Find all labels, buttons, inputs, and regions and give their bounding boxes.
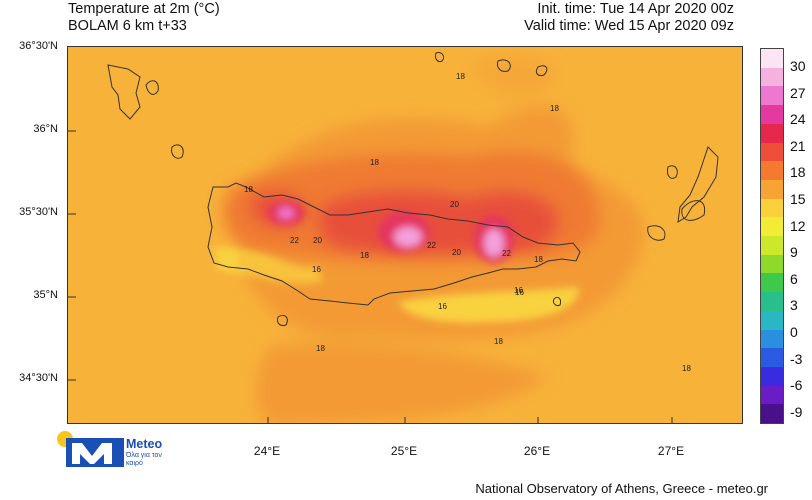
colorbar-segment — [761, 123, 783, 143]
contour-label: 20 — [452, 248, 461, 257]
colorbar-label: 3 — [790, 297, 798, 314]
island-astypalea — [535, 65, 548, 76]
lon-label-24: 24°E — [253, 444, 281, 458]
contour-label: 20 — [313, 236, 322, 245]
hot-core-west — [278, 207, 294, 219]
island-milos — [107, 64, 141, 120]
crete-outline — [207, 182, 581, 306]
colorbar-label: 9 — [790, 244, 798, 261]
warm-zone-south — [256, 343, 548, 423]
colorbar-label: 6 — [790, 270, 798, 287]
island-karpathos-north — [647, 225, 666, 241]
colorbar-label: 30 — [790, 58, 806, 74]
colorbar-segment — [761, 366, 783, 387]
colorbar-segment — [761, 329, 783, 349]
lat-label-36: 36°N — [33, 123, 58, 135]
colorbar-segment — [761, 198, 783, 218]
contour-label: 18 — [494, 337, 503, 346]
colorbar-label: -9 — [790, 403, 803, 420]
title-model: BOLAM 6 km t+33 — [68, 18, 187, 34]
colorbar-label: 24 — [790, 111, 806, 128]
colorbar-label: -3 — [790, 350, 803, 367]
colorbar-label: 18 — [790, 164, 806, 181]
contour-label: 18 — [244, 185, 253, 194]
init-time: Init. time: Tue 14 Apr 2020 00z — [537, 1, 734, 17]
contour-label: 18 — [550, 104, 559, 113]
colorbar-segment — [761, 49, 783, 69]
island-tilos — [667, 165, 678, 179]
island-small-2 — [171, 144, 184, 159]
colorbar-segment — [761, 404, 783, 424]
island-koufonisi — [553, 296, 561, 306]
island-anafi — [497, 59, 511, 72]
title-variable: Temperature at 2m (°C) — [68, 1, 220, 17]
valid-time: Valid time: Wed 15 Apr 2020 09z — [524, 18, 734, 34]
contour-label: 18 — [360, 251, 369, 260]
colorbar-segment — [761, 385, 783, 405]
contour-label: 22 — [290, 236, 299, 245]
contour-label: 22 — [502, 249, 511, 258]
colorbar-segment — [761, 217, 783, 237]
lat-label-34-30: 34°30'N — [19, 372, 58, 384]
logo-brand: Meteo — [126, 437, 163, 451]
hot-core-east — [484, 229, 504, 257]
warm-zone-north — [468, 53, 558, 99]
island-karpathos — [681, 200, 706, 221]
temperature-colorbar — [760, 48, 784, 424]
contour-label: 20 — [450, 200, 459, 209]
map-title: Temperature at 2m (°C) BOLAM 6 km t+33 — [68, 1, 220, 35]
contour-label: 16 — [312, 265, 321, 274]
lon-label-27: 27°E — [657, 444, 685, 458]
contour-label: 18 — [534, 255, 543, 264]
contour-labels: 18 18 18 18 18 20 22 20 18 22 20 22 16 1… — [244, 72, 691, 373]
colorbar-segment — [761, 161, 783, 181]
colorbar-label: 21 — [790, 137, 806, 154]
contour-label: 18 — [682, 364, 691, 373]
temperature-map: 18 18 18 18 18 20 22 20 18 22 20 22 16 1… — [67, 46, 743, 424]
colorbar-segment — [761, 348, 783, 368]
contour-label: 22 — [427, 241, 436, 250]
colorbar-label: -6 — [790, 377, 803, 394]
contour-label: 16 — [514, 286, 523, 295]
island-santorini — [435, 52, 445, 62]
colorbar-segment — [761, 292, 783, 312]
warm-band-22 — [317, 190, 559, 256]
colorbar-label: 0 — [790, 324, 798, 340]
cool-strip-south — [398, 287, 579, 323]
lat-label-36-30: 36°30'N — [19, 40, 58, 52]
lon-label-25: 25°E — [390, 444, 418, 458]
colorbar-segment — [761, 105, 783, 125]
contour-label: 16 — [438, 302, 447, 311]
colorbar-segment — [761, 179, 783, 200]
cool-strip-west-2 — [238, 252, 323, 284]
credit-text: National Observatory of Athens, Greece -… — [475, 481, 768, 496]
lon-label-26: 26°E — [523, 444, 551, 458]
tick-marks — [68, 130, 673, 423]
colorbar-label: 12 — [790, 217, 806, 234]
colorbar-segment — [761, 273, 783, 293]
colorbar-segment — [761, 254, 783, 274]
logo-tagline: Όλα για τον καιρό — [126, 452, 162, 467]
contour-label: 18 — [456, 72, 465, 81]
island-rhodes — [677, 146, 719, 223]
meteo-logo — [54, 430, 174, 475]
island-gavdos — [277, 314, 288, 326]
colorbar-segment — [761, 310, 783, 330]
lat-label-35: 35°N — [33, 289, 58, 301]
contour-label: 18 — [316, 344, 325, 353]
colorbar-segment — [761, 142, 783, 162]
meteo-logo-mark — [57, 431, 124, 467]
hot-core-central — [394, 227, 422, 247]
map-canvas: 18 18 18 18 18 20 22 20 18 22 20 22 16 1… — [68, 47, 742, 423]
time-info: Init. time: Tue 14 Apr 2020 00z Valid ti… — [524, 1, 734, 35]
colorbar-label: 27 — [790, 84, 806, 101]
colorbar-segment — [761, 86, 783, 106]
contour-label: 16 — [515, 288, 524, 297]
lat-label-35-30: 35°30'N — [19, 206, 58, 218]
colorbar-segment — [761, 67, 783, 87]
island-small-1 — [145, 80, 159, 95]
colorbar-label: 15 — [790, 191, 806, 207]
colorbar-segment — [761, 236, 783, 256]
contour-label: 18 — [370, 158, 379, 167]
